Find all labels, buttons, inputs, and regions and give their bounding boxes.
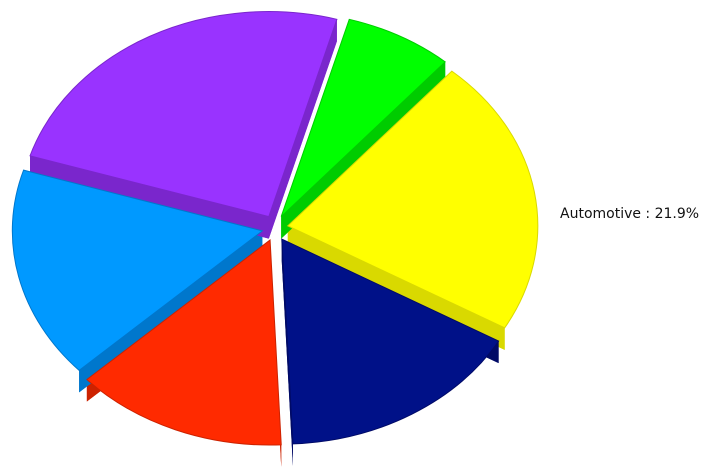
pie-slice-slice-3 [86, 239, 282, 446]
pie-slice-automotive [286, 70, 539, 329]
pie-slice-slice-2 [281, 238, 500, 445]
pie-labels: Automotive : 21.9% [560, 206, 699, 222]
pie-slice-face-slice-5 [268, 19, 337, 239]
pie-slice-slice-5 [29, 11, 338, 218]
pie-slice-slice-6 [280, 18, 446, 217]
pie-slice-slice-4 [11, 169, 264, 372]
slice-label-automotive: Automotive : 21.9% [560, 206, 699, 222]
pie-slices [11, 11, 539, 468]
